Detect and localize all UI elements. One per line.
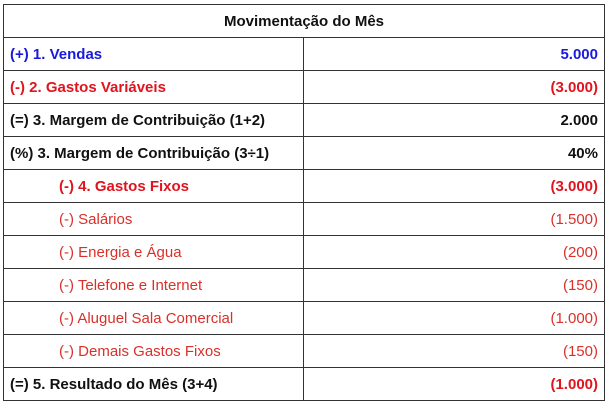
table-row: (-) 4. Gastos Fixos (3.000) <box>3 169 605 203</box>
row-value: (200) <box>303 235 605 269</box>
row-value: (150) <box>303 268 605 302</box>
table-row: (-) 2. Gastos Variáveis (3.000) <box>3 70 605 104</box>
row-value: 2.000 <box>303 103 605 137</box>
row-value: (1.000) <box>303 301 605 335</box>
row-value: (1.000) <box>303 367 605 401</box>
row-value: (150) <box>303 334 605 368</box>
row-value: (3.000) <box>303 70 605 104</box>
row-label: (-) Aluguel Sala Comercial <box>3 301 304 335</box>
row-label: (+) 1. Vendas <box>3 37 304 71</box>
table-row: (=) 3. Margem de Contribuição (1+2) 2.000 <box>3 103 605 137</box>
row-label: (%) 3. Margem de Contribuição (3÷1) <box>3 136 304 170</box>
row-label: (-) 2. Gastos Variáveis <box>3 70 304 104</box>
row-value: (1.500) <box>303 202 605 236</box>
monthly-statement-table: Movimentação do Mês (+) 1. Vendas 5.000 (-… <box>3 4 605 401</box>
table-row: (-) Demais Gastos Fixos (150) <box>3 334 605 368</box>
table-row: (=) 5. Resultado do Mês (3+4) (1.000) <box>3 367 605 401</box>
row-value: 5.000 <box>303 37 605 71</box>
table-row: (%) 3. Margem de Contribuição (3÷1) 40% <box>3 136 605 170</box>
row-label: (-) 4. Gastos Fixos <box>3 169 304 203</box>
table-row: (-) Energia e Água (200) <box>3 235 605 269</box>
row-label: (-) Salários <box>3 202 304 236</box>
table-row: (-) Aluguel Sala Comercial (1.000) <box>3 301 605 335</box>
row-label: (=) 3. Margem de Contribuição (1+2) <box>3 103 304 137</box>
row-value: (3.000) <box>303 169 605 203</box>
row-label: (-) Telefone e Internet <box>3 268 304 302</box>
row-value: 40% <box>303 136 605 170</box>
row-label: (-) Demais Gastos Fixos <box>3 334 304 368</box>
header-row: Movimentação do Mês <box>3 4 605 38</box>
table-title: Movimentação do Mês <box>3 4 605 38</box>
table-row: (+) 1. Vendas 5.000 <box>3 37 605 71</box>
table-row: (-) Salários (1.500) <box>3 202 605 236</box>
row-label: (-) Energia e Água <box>3 235 304 269</box>
table-row: (-) Telefone e Internet (150) <box>3 268 605 302</box>
row-label: (=) 5. Resultado do Mês (3+4) <box>3 367 304 401</box>
